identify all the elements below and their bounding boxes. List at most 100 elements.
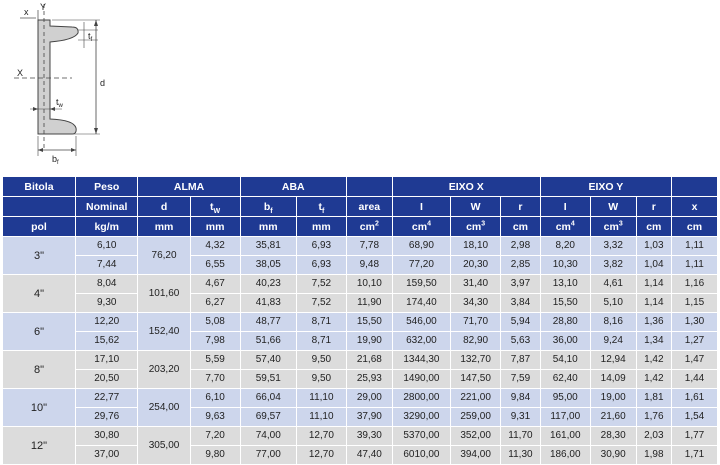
header-ry: r: [635, 196, 673, 217]
cell-wx: 221,00: [450, 388, 502, 408]
cell-wy: 21,60: [589, 407, 637, 427]
cell-peso: 8,04: [74, 274, 139, 294]
header-blank: [2, 196, 76, 217]
cell-x: 1,47: [671, 350, 718, 370]
table-body: 3" 6,10 76,20 4,32 35,81 6,93 7,78 68,90 18,10 2,…: [2, 236, 718, 465]
header-ix: I: [391, 196, 452, 217]
cell-rx: 9,84: [500, 388, 541, 408]
cell-iy: 62,40: [539, 369, 591, 389]
cell-ry: 1,42: [635, 369, 673, 389]
cell-tf: 8,71: [295, 312, 347, 332]
cell-area: 10,10: [345, 274, 393, 294]
cell-tw: 6,55: [189, 255, 241, 275]
cell-wx: 18,10: [450, 236, 502, 256]
cell-peso: 29,76: [74, 407, 139, 427]
cell-rx: 9,31: [500, 407, 541, 427]
header-d: d: [137, 196, 191, 217]
cell-wx: 71,70: [450, 312, 502, 332]
table-row: 3" 6,10 76,20 4,32 35,81 6,93 7,78 68,90 18,10 2,…: [2, 236, 718, 275]
cell-iy: 28,80: [539, 312, 591, 332]
cell-ry: 1,03: [635, 236, 673, 256]
unit-wy: cm3: [589, 216, 637, 237]
cell-ix: 632,00: [391, 331, 452, 351]
header-nominal: Nominal: [74, 196, 139, 217]
header-row-units: pol kg/m mm mm mm mm cm2 cm4 cm3 cm cm4 …: [2, 216, 718, 237]
table-row: 8" 17,10 203,20 5,59 57,40 9,50 21,68 1344,30 13…: [2, 350, 718, 389]
header-bf: bf: [239, 196, 297, 217]
cell-peso: 20,50: [74, 369, 139, 389]
header-peso: Peso: [74, 176, 139, 197]
cell-peso: 17,10: [74, 350, 139, 370]
cell-ix: 3290,00: [391, 407, 452, 427]
cell-iy: 36,00: [539, 331, 591, 351]
unit-tw: mm: [189, 216, 241, 237]
unit-ry: cm: [635, 216, 673, 237]
table-row: 6" 12,20 152,40 5,08 48,77 8,71 15,50 546,00 71,…: [2, 312, 718, 351]
header-wx: W: [450, 196, 502, 217]
cell-ix: 2800,00: [391, 388, 452, 408]
header-area: area: [345, 196, 393, 217]
cell-area: 39,30: [345, 426, 393, 446]
table-row: 29,76 9,63 69,57 11,10 37,90 3290,00 259,00 9,3…: [3, 407, 718, 427]
cell-ix: 546,00: [391, 312, 452, 332]
cell-d: 101,60: [137, 274, 191, 313]
channel-profile-shape: [37, 19, 79, 135]
cell-bitola: 4": [2, 274, 76, 313]
unit-bf: mm: [239, 216, 297, 237]
cell-iy: 95,00: [539, 388, 591, 408]
cell-area: 47,40: [345, 445, 393, 465]
cell-wx: 34,30: [450, 293, 502, 313]
cell-tf: 7,52: [295, 293, 347, 313]
y-top-label: Y: [40, 2, 46, 12]
cell-rx: 2,98: [500, 236, 541, 256]
cell-area: 9,48: [345, 255, 393, 275]
cell-tw: 9,80: [189, 445, 241, 465]
header-wy: W: [589, 196, 637, 217]
cell-tw: 7,98: [189, 331, 241, 351]
x-top-label: x: [24, 7, 29, 17]
cell-tf: 12,70: [295, 426, 347, 446]
cell-d: 305,00: [137, 426, 191, 465]
cell-bf: 40,23: [239, 274, 297, 294]
cell-tf: 7,52: [295, 274, 347, 294]
cell-tf: 6,93: [295, 255, 347, 275]
cell-wx: 352,00: [450, 426, 502, 446]
cell-ry: 2,03: [635, 426, 673, 446]
cell-tf: 11,10: [295, 388, 347, 408]
cell-tw: 5,59: [189, 350, 241, 370]
header-x-blank: [671, 176, 718, 197]
cell-rx: 11,70: [500, 426, 541, 446]
cell-rx: 7,87: [500, 350, 541, 370]
cell-bf: 38,05: [239, 255, 297, 275]
cell-ix: 5370,00: [391, 426, 452, 446]
cell-ry: 1,98: [635, 445, 673, 465]
unit-wx: cm3: [450, 216, 502, 237]
table-row: 9,30 6,27 41,83 7,52 11,90 174,40 34,30 3,84 15,…: [3, 293, 718, 313]
cell-tw: 7,70: [189, 369, 241, 389]
cell-x: 1,61: [671, 388, 718, 408]
cell-wx: 82,90: [450, 331, 502, 351]
cell-iy: 10,30: [539, 255, 591, 275]
cell-wy: 28,30: [589, 426, 637, 446]
cell-area: 11,90: [345, 293, 393, 313]
cell-bitola: 10": [2, 388, 76, 427]
cell-area: 29,00: [345, 388, 393, 408]
table-row: 12" 30,80 305,00 7,20 74,00 12,70 39,30 5370,00…: [2, 426, 718, 465]
header-bitola: Bitola: [2, 176, 76, 197]
table-row: 15,62 7,98 51,66 8,71 19,90 632,00 82,90 5,63 36…: [3, 331, 718, 351]
cell-x: 1,44: [671, 369, 718, 389]
header-iy: I: [539, 196, 591, 217]
tw-label: tw: [56, 97, 64, 109]
cell-rx: 7,59: [500, 369, 541, 389]
cell-wx: 20,30: [450, 255, 502, 275]
cell-rx: 3,97: [500, 274, 541, 294]
cell-d: 203,20: [137, 350, 191, 389]
cell-x: 1,11: [671, 236, 718, 256]
cell-peso: 6,10: [74, 236, 139, 256]
cell-bf: 69,57: [239, 407, 297, 427]
cell-ry: 1,14: [635, 274, 673, 294]
cell-x: 1,16: [671, 274, 718, 294]
cell-iy: 186,00: [539, 445, 591, 465]
cell-wy: 14,09: [589, 369, 637, 389]
cell-tw: 9,63: [189, 407, 241, 427]
